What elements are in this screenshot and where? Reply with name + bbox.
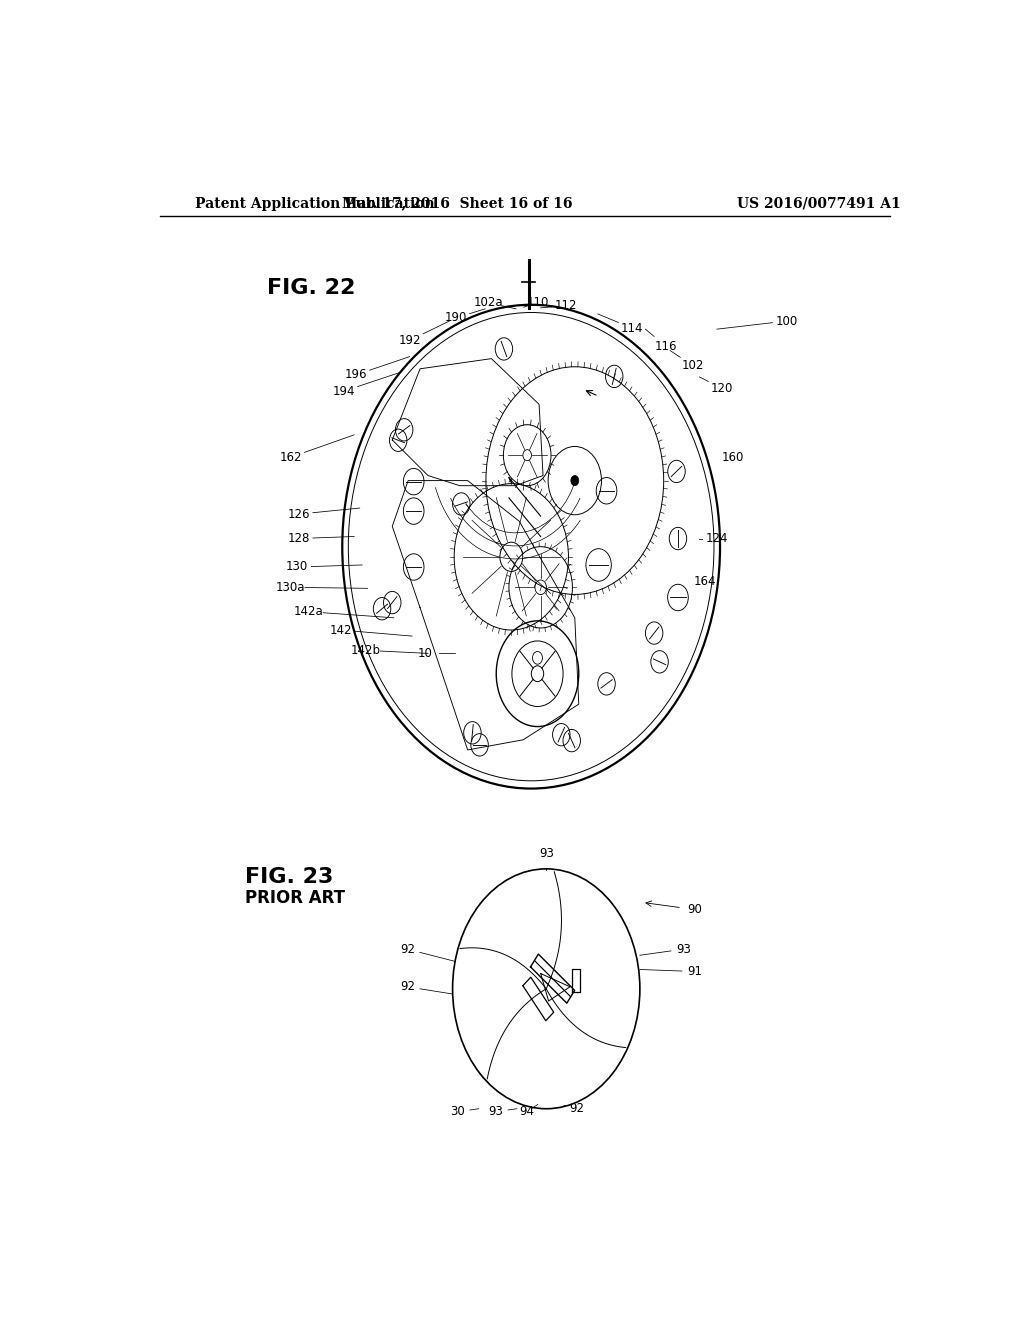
Text: 10: 10: [418, 647, 432, 660]
Text: 92: 92: [569, 1102, 584, 1115]
Text: 164: 164: [693, 574, 716, 587]
Text: 92: 92: [399, 942, 415, 956]
Text: 126: 126: [288, 508, 310, 520]
Text: 94: 94: [519, 1105, 534, 1118]
Text: 160: 160: [722, 450, 743, 463]
Text: 128: 128: [288, 532, 310, 545]
Text: 100: 100: [775, 314, 798, 327]
Text: 142: 142: [330, 623, 352, 636]
Text: 120: 120: [711, 381, 733, 395]
Text: 91: 91: [687, 965, 702, 978]
Text: 114: 114: [621, 322, 643, 335]
Text: Patent Application Publication: Patent Application Publication: [196, 197, 435, 211]
Text: Mar. 17, 2016  Sheet 16 of 16: Mar. 17, 2016 Sheet 16 of 16: [342, 197, 572, 211]
Text: FIG. 23: FIG. 23: [246, 867, 334, 887]
Text: 142b: 142b: [351, 644, 381, 657]
Circle shape: [570, 475, 579, 486]
Text: 130: 130: [286, 561, 308, 573]
Text: 196: 196: [344, 368, 367, 381]
Text: 130a: 130a: [275, 581, 305, 594]
Text: 194: 194: [333, 384, 355, 397]
Text: 116: 116: [654, 341, 677, 352]
Text: 110: 110: [526, 296, 549, 309]
Text: 142a: 142a: [294, 605, 324, 618]
Text: 92: 92: [399, 981, 415, 993]
Text: PRIOR ART: PRIOR ART: [246, 890, 345, 907]
Circle shape: [523, 450, 531, 461]
Text: FIG. 22: FIG. 22: [267, 279, 355, 298]
Text: 93: 93: [539, 847, 554, 861]
Text: 102a: 102a: [473, 296, 503, 309]
Text: 124: 124: [706, 532, 728, 545]
Text: 192: 192: [398, 334, 421, 347]
Text: 102: 102: [682, 359, 705, 372]
Text: US 2016/0077491 A1: US 2016/0077491 A1: [736, 197, 900, 211]
Text: 190: 190: [444, 312, 467, 325]
Text: 30: 30: [450, 1105, 465, 1118]
Text: 93: 93: [676, 942, 691, 956]
Text: 112: 112: [555, 300, 578, 313]
Text: 93: 93: [488, 1105, 503, 1118]
Text: 90: 90: [687, 903, 702, 916]
Text: 162: 162: [280, 450, 302, 463]
